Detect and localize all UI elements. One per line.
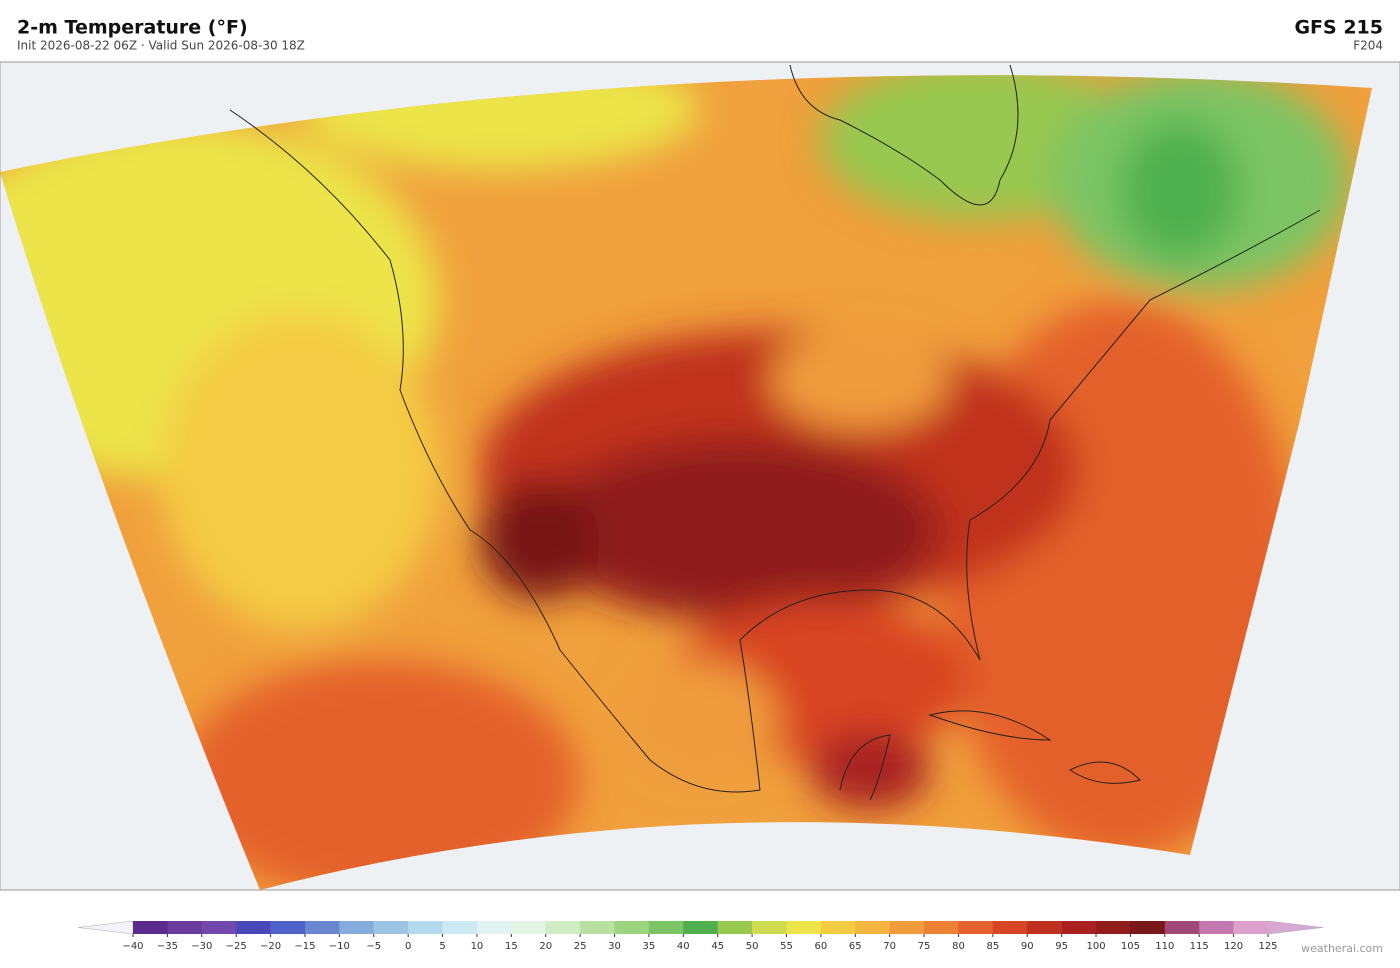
colorbar-tick-label: 115	[1190, 941, 1209, 952]
colorbar-segment	[1061, 921, 1097, 934]
forecast-hour: F204	[1353, 39, 1383, 53]
colorbar-segment	[339, 921, 375, 934]
colorbar-segment	[717, 921, 753, 934]
colorbar-tick-label: −20	[260, 941, 281, 952]
colorbar-segment	[270, 921, 306, 934]
colorbar-segment	[373, 921, 409, 934]
colorbar-segment	[1199, 921, 1234, 934]
colorbar-tick-label: 20	[539, 941, 552, 952]
colorbar-tick-label: −15	[294, 941, 315, 952]
colorbar-tick-label: 105	[1121, 941, 1140, 952]
colorbar-segment	[958, 921, 994, 934]
colorbar-tick-label: 100	[1086, 941, 1105, 952]
colorbar-segment	[580, 921, 615, 934]
colorbar-segment	[992, 921, 1028, 934]
colorbar-segment	[648, 921, 684, 934]
credit: weatherai.com	[1301, 942, 1383, 955]
colorbar-tick-label: 120	[1224, 941, 1243, 952]
colorbar-tick-label: 65	[849, 941, 862, 952]
colorbar-tick-label: 75	[918, 941, 931, 952]
colorbar-tick-label: 60	[815, 941, 828, 952]
map	[0, 61, 1400, 891]
colorbar-tick-label: −40	[122, 941, 143, 952]
colorbar-segment	[924, 921, 959, 934]
colorbar-extend-high	[1267, 920, 1324, 935]
colorbar-segment	[476, 921, 512, 934]
colorbar-tick-label: 25	[574, 941, 587, 952]
colorbar-tick-label: 125	[1258, 941, 1277, 952]
colorbar-segment	[304, 921, 340, 934]
colorbar-tick-label: 10	[471, 941, 484, 952]
colorbar-tick-label: −30	[191, 941, 212, 952]
colorbar-segment	[1130, 921, 1166, 934]
colorbar-segment	[820, 921, 856, 934]
colorbar-extend-low	[77, 920, 134, 935]
colorbar-tick-label: 90	[1021, 941, 1034, 952]
colorbar-segment	[1164, 921, 1200, 934]
colorbar-segment	[889, 921, 925, 934]
colorbar-segment	[683, 921, 718, 934]
colorbar-tick-label: −10	[329, 941, 350, 952]
colorbar-tick-label: 35	[643, 941, 656, 952]
colorbar-tick-label: −25	[226, 941, 247, 952]
colorbar-segment	[1233, 921, 1269, 934]
colorbar-tick-label: 80	[952, 941, 965, 952]
colorbar-segment	[1096, 921, 1131, 934]
colorbar-segment	[752, 921, 787, 934]
model: GFS 215	[1294, 17, 1383, 39]
colorbar-segment	[855, 921, 890, 934]
colorbar-segment	[442, 921, 478, 934]
colorbar-segment	[614, 921, 650, 934]
subtitle: Init 2026-08-22 06Z · Valid Sun 2026-08-…	[17, 39, 305, 53]
colorbar: −40 −35 −30 −25 −20 −15 −10 −5 0 5 10 15 20 25 30 35 40 4…	[77, 920, 1324, 952]
colorbar-tick-label: 45	[711, 941, 724, 952]
colorbar-segment	[201, 921, 237, 934]
colorbar-tick-label: 55	[780, 941, 793, 952]
colorbar-tick-label: 5	[439, 941, 445, 952]
colorbar-tick-label: 30	[608, 941, 621, 952]
colorbar-tick-label: 85	[986, 941, 999, 952]
colorbar-segment	[1027, 921, 1062, 934]
temperature-field	[0, 75, 1372, 890]
colorbar-segment	[236, 921, 271, 934]
colorbar-tick-label: 110	[1155, 941, 1174, 952]
colorbar-tick-label: 50	[746, 941, 759, 952]
colorbar-segment	[133, 921, 168, 934]
colorbar-tick-label: 70	[883, 941, 896, 952]
colorbar-tick-label: 15	[505, 941, 518, 952]
colorbar-tick-label: −35	[157, 941, 178, 952]
colorbar-segment	[511, 921, 547, 934]
colorbar-tick-label: 40	[677, 941, 690, 952]
colorbar-tick-label: 95	[1055, 941, 1068, 952]
colorbar-segment	[408, 921, 443, 934]
coastlines	[229, 64, 1321, 801]
colorbar-segment	[167, 921, 203, 934]
colorbar-segment	[786, 921, 822, 934]
colorbar-tick-label: 0	[405, 941, 411, 952]
colorbar-tick-label: −5	[366, 941, 381, 952]
title: 2-m Temperature (°F)	[17, 17, 248, 39]
colorbar-segment	[545, 921, 581, 934]
